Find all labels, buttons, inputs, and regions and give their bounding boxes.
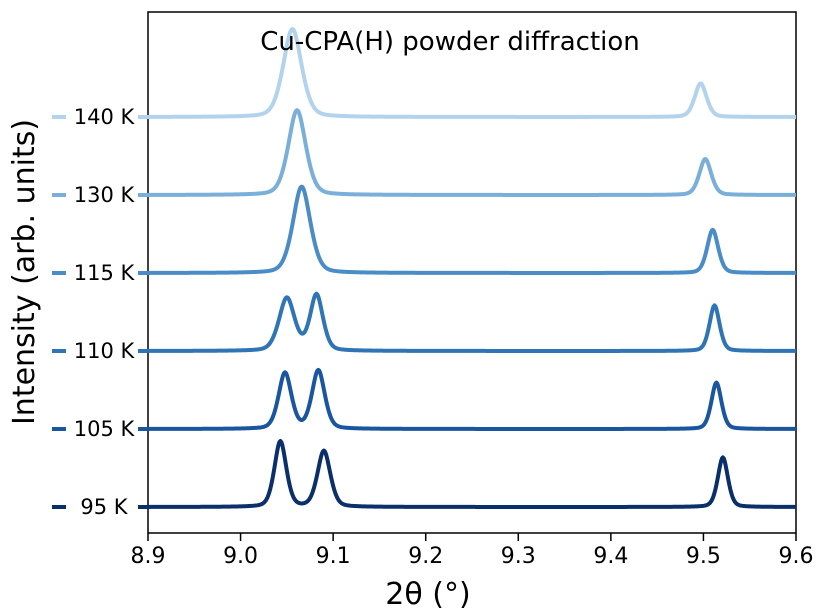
traces-group — [146, 27, 798, 509]
series-line-110k — [146, 291, 798, 353]
series-line-140k — [146, 27, 798, 119]
x-ticks-group: 8.9 9.0 9.1 9.2 9.3 9.4 9.5 9.6 — [131, 533, 814, 569]
x-tick-label: 9.1 — [316, 544, 351, 569]
series-line-95k — [146, 438, 798, 509]
series-label: 105 K — [74, 417, 136, 441]
series-labels-group: 95 K 105 K 110 K 115 K 130 K 140 K — [52, 105, 150, 519]
series-label: 130 K — [74, 183, 136, 207]
series-line-105k — [146, 367, 798, 431]
x-tick-label: 9.6 — [779, 544, 814, 569]
x-tick-label: 9.5 — [686, 544, 721, 569]
series-label: 110 K — [74, 339, 136, 363]
x-tick-label: 9.4 — [593, 544, 628, 569]
y-axis-label: Intensity (arb. units) — [7, 119, 42, 425]
x-tick-label: 9.3 — [501, 544, 536, 569]
series-line-130k — [146, 108, 798, 197]
x-tick-label: 9.2 — [408, 544, 443, 569]
series-label: 95 K — [80, 495, 128, 519]
series-line-115k — [146, 184, 798, 275]
chart-title: Cu-CPA(H) powder diffraction — [260, 27, 640, 57]
x-tick-label: 9.0 — [223, 544, 258, 569]
x-axis-label: 2θ (°) — [385, 577, 470, 612]
series-label: 140 K — [74, 105, 136, 129]
x-tick-label: 8.9 — [131, 544, 166, 569]
series-label: 115 K — [74, 261, 136, 285]
